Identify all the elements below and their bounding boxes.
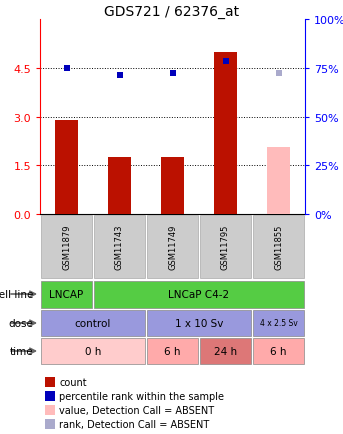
Text: rank, Detection Call = ABSENT: rank, Detection Call = ABSENT — [59, 419, 209, 429]
Text: GSM11743: GSM11743 — [115, 224, 124, 270]
Bar — [147, 339, 198, 364]
Bar — [253, 216, 304, 278]
Text: control: control — [75, 318, 111, 328]
Bar — [161, 158, 185, 214]
Text: 4 x 2.5 Sv: 4 x 2.5 Sv — [260, 319, 297, 328]
Text: LNCAP: LNCAP — [49, 289, 84, 299]
Bar — [214, 53, 237, 214]
Bar — [41, 216, 92, 278]
Bar — [267, 148, 291, 214]
Bar — [41, 311, 145, 336]
Bar — [55, 121, 79, 214]
Text: 6 h: 6 h — [270, 346, 287, 356]
Bar — [253, 311, 304, 336]
Text: GDS721 / 62376_at: GDS721 / 62376_at — [104, 5, 239, 19]
Bar — [200, 339, 251, 364]
Text: GSM11879: GSM11879 — [62, 224, 71, 270]
Bar — [147, 311, 251, 336]
Text: dose: dose — [8, 318, 33, 328]
Text: 6 h: 6 h — [164, 346, 181, 356]
Text: percentile rank within the sample: percentile rank within the sample — [59, 391, 224, 401]
Bar — [147, 216, 198, 278]
Text: time: time — [10, 346, 33, 356]
Bar — [94, 281, 304, 308]
Bar — [94, 216, 145, 278]
Text: 1 x 10 Sv: 1 x 10 Sv — [175, 318, 223, 328]
Text: cell line: cell line — [0, 289, 33, 299]
Bar — [108, 158, 131, 214]
Text: LNCaP C4-2: LNCaP C4-2 — [168, 289, 229, 299]
Text: 0 h: 0 h — [85, 346, 101, 356]
Text: GSM11749: GSM11749 — [168, 224, 177, 270]
Bar — [41, 339, 145, 364]
Text: value, Detection Call = ABSENT: value, Detection Call = ABSENT — [59, 405, 214, 415]
Text: count: count — [59, 377, 87, 387]
Bar — [253, 339, 304, 364]
Bar — [200, 216, 251, 278]
Bar — [41, 281, 92, 308]
Text: GSM11855: GSM11855 — [274, 224, 283, 270]
Text: 24 h: 24 h — [214, 346, 237, 356]
Text: GSM11795: GSM11795 — [221, 224, 230, 270]
